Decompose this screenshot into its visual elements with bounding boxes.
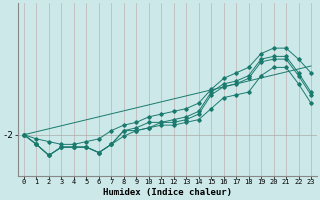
X-axis label: Humidex (Indice chaleur): Humidex (Indice chaleur) [103, 188, 232, 197]
